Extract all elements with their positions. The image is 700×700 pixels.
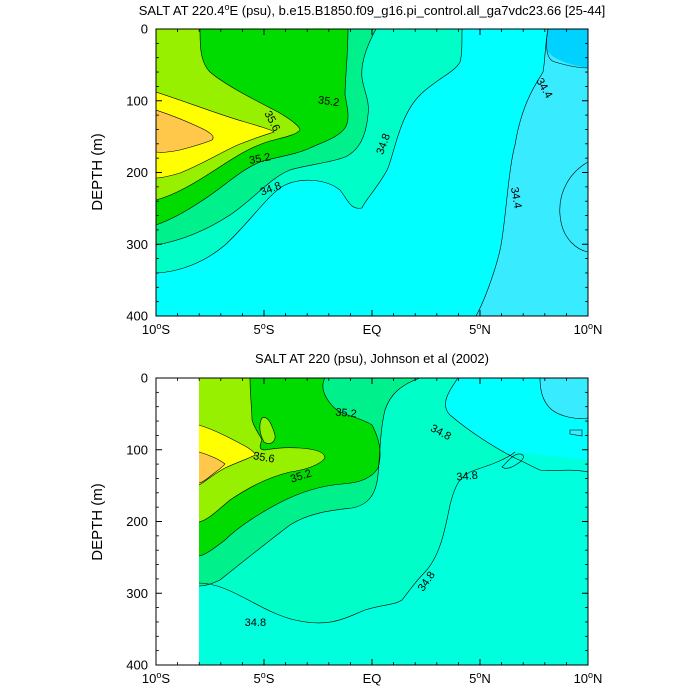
y-tick-label-top-0: 0 (141, 22, 148, 37)
title-top: SALT AT 220.4oE (psu), b.e15.B1850.f09_g… (139, 2, 606, 18)
contour-label-text: 35.2 (248, 151, 271, 167)
x-tick-label-top-3: 5oN (469, 321, 491, 337)
axes-top: 10oS 5oS EQ 5oN 10oN 0 100 200 300 400 (126, 22, 602, 338)
axes-bottom: 10oS 5oS EQ 5oN 10oN 0 100 200 300 400 (126, 371, 602, 687)
contour-label-text: 34.8 (456, 470, 478, 484)
x-tick-label-top-2: EQ (363, 322, 382, 337)
region-34.4 (540, 378, 588, 419)
y-tick-label-bottom-3: 300 (126, 586, 148, 601)
contour-lines-bottom (198, 378, 588, 624)
region-35.4 (199, 378, 325, 522)
ylabel-bottom: DEPTH (m) (89, 483, 106, 561)
x-tick-label-bottom-3: 5oN (469, 670, 491, 686)
panel-bottom: SALT AT 220 (psu), Johnson et al (2002) (89, 351, 602, 686)
contour-label-text: 34.8 (245, 617, 266, 629)
region-35.8 (199, 452, 225, 483)
contour-label-top-6: 34.4 (508, 186, 524, 209)
contour-labels-top: 35.635.235.234.834.834.434.4 (248, 76, 554, 209)
x-tick-label-bottom-4: 10oN (574, 670, 603, 686)
region-35.8 (156, 110, 214, 153)
region-34.2 (546, 29, 588, 68)
x-tick-label-bottom-1: 5oS (254, 670, 275, 686)
x-tick-label-bottom-0: 10oS (142, 670, 170, 686)
contour-label-text: 34.4 (508, 186, 524, 209)
y-tick-label-top-1: 100 (126, 93, 148, 108)
contour-label-text: 35.6 (252, 450, 275, 466)
x-tick-label-top-0: 10oS (142, 321, 170, 337)
contour-label-top-1: 35.2 (317, 94, 340, 109)
panel-top: SALT AT 220.4oE (psu), b.e15.B1850.f09_g… (89, 2, 605, 337)
title-bottom: SALT AT 220 (psu), Johnson et al (2002) (255, 351, 489, 366)
x-tick-label-top-1: 5oS (254, 321, 275, 337)
contour-fill-bottom (198, 378, 588, 665)
x-tick-label-top-4: 10oN (574, 321, 603, 337)
y-tick-label-top-3: 300 (126, 237, 148, 252)
contour-fill-top (156, 29, 588, 316)
contour-label-top-2: 35.2 (248, 151, 271, 167)
y-tick-label-top-4: 400 (126, 309, 148, 324)
contour-label-bottom-0: 35.6 (252, 450, 275, 466)
y-tick-label-bottom-1: 100 (126, 442, 148, 457)
y-tick-label-bottom-2: 200 (126, 514, 148, 529)
contour-label-bottom-6: 34.8 (245, 617, 266, 629)
y-tick-label-top-2: 200 (126, 165, 148, 180)
y-tick-label-bottom-0: 0 (141, 371, 148, 386)
y-tick-label-bottom-4: 400 (126, 658, 148, 673)
region-35.4-b (259, 417, 276, 444)
contour-lines-top (156, 29, 588, 316)
contour-label-bottom-1: 35.2 (335, 407, 357, 421)
contour-label-text: 35.2 (317, 94, 340, 109)
contour-label-text: 35.2 (335, 407, 357, 421)
contour-label-bottom-4: 34.8 (456, 470, 478, 484)
x-tick-label-bottom-2: EQ (363, 671, 382, 686)
region-34.6-deep (199, 452, 588, 665)
ylabel-top: DEPTH (m) (89, 133, 106, 211)
region-35.6 (156, 92, 274, 178)
